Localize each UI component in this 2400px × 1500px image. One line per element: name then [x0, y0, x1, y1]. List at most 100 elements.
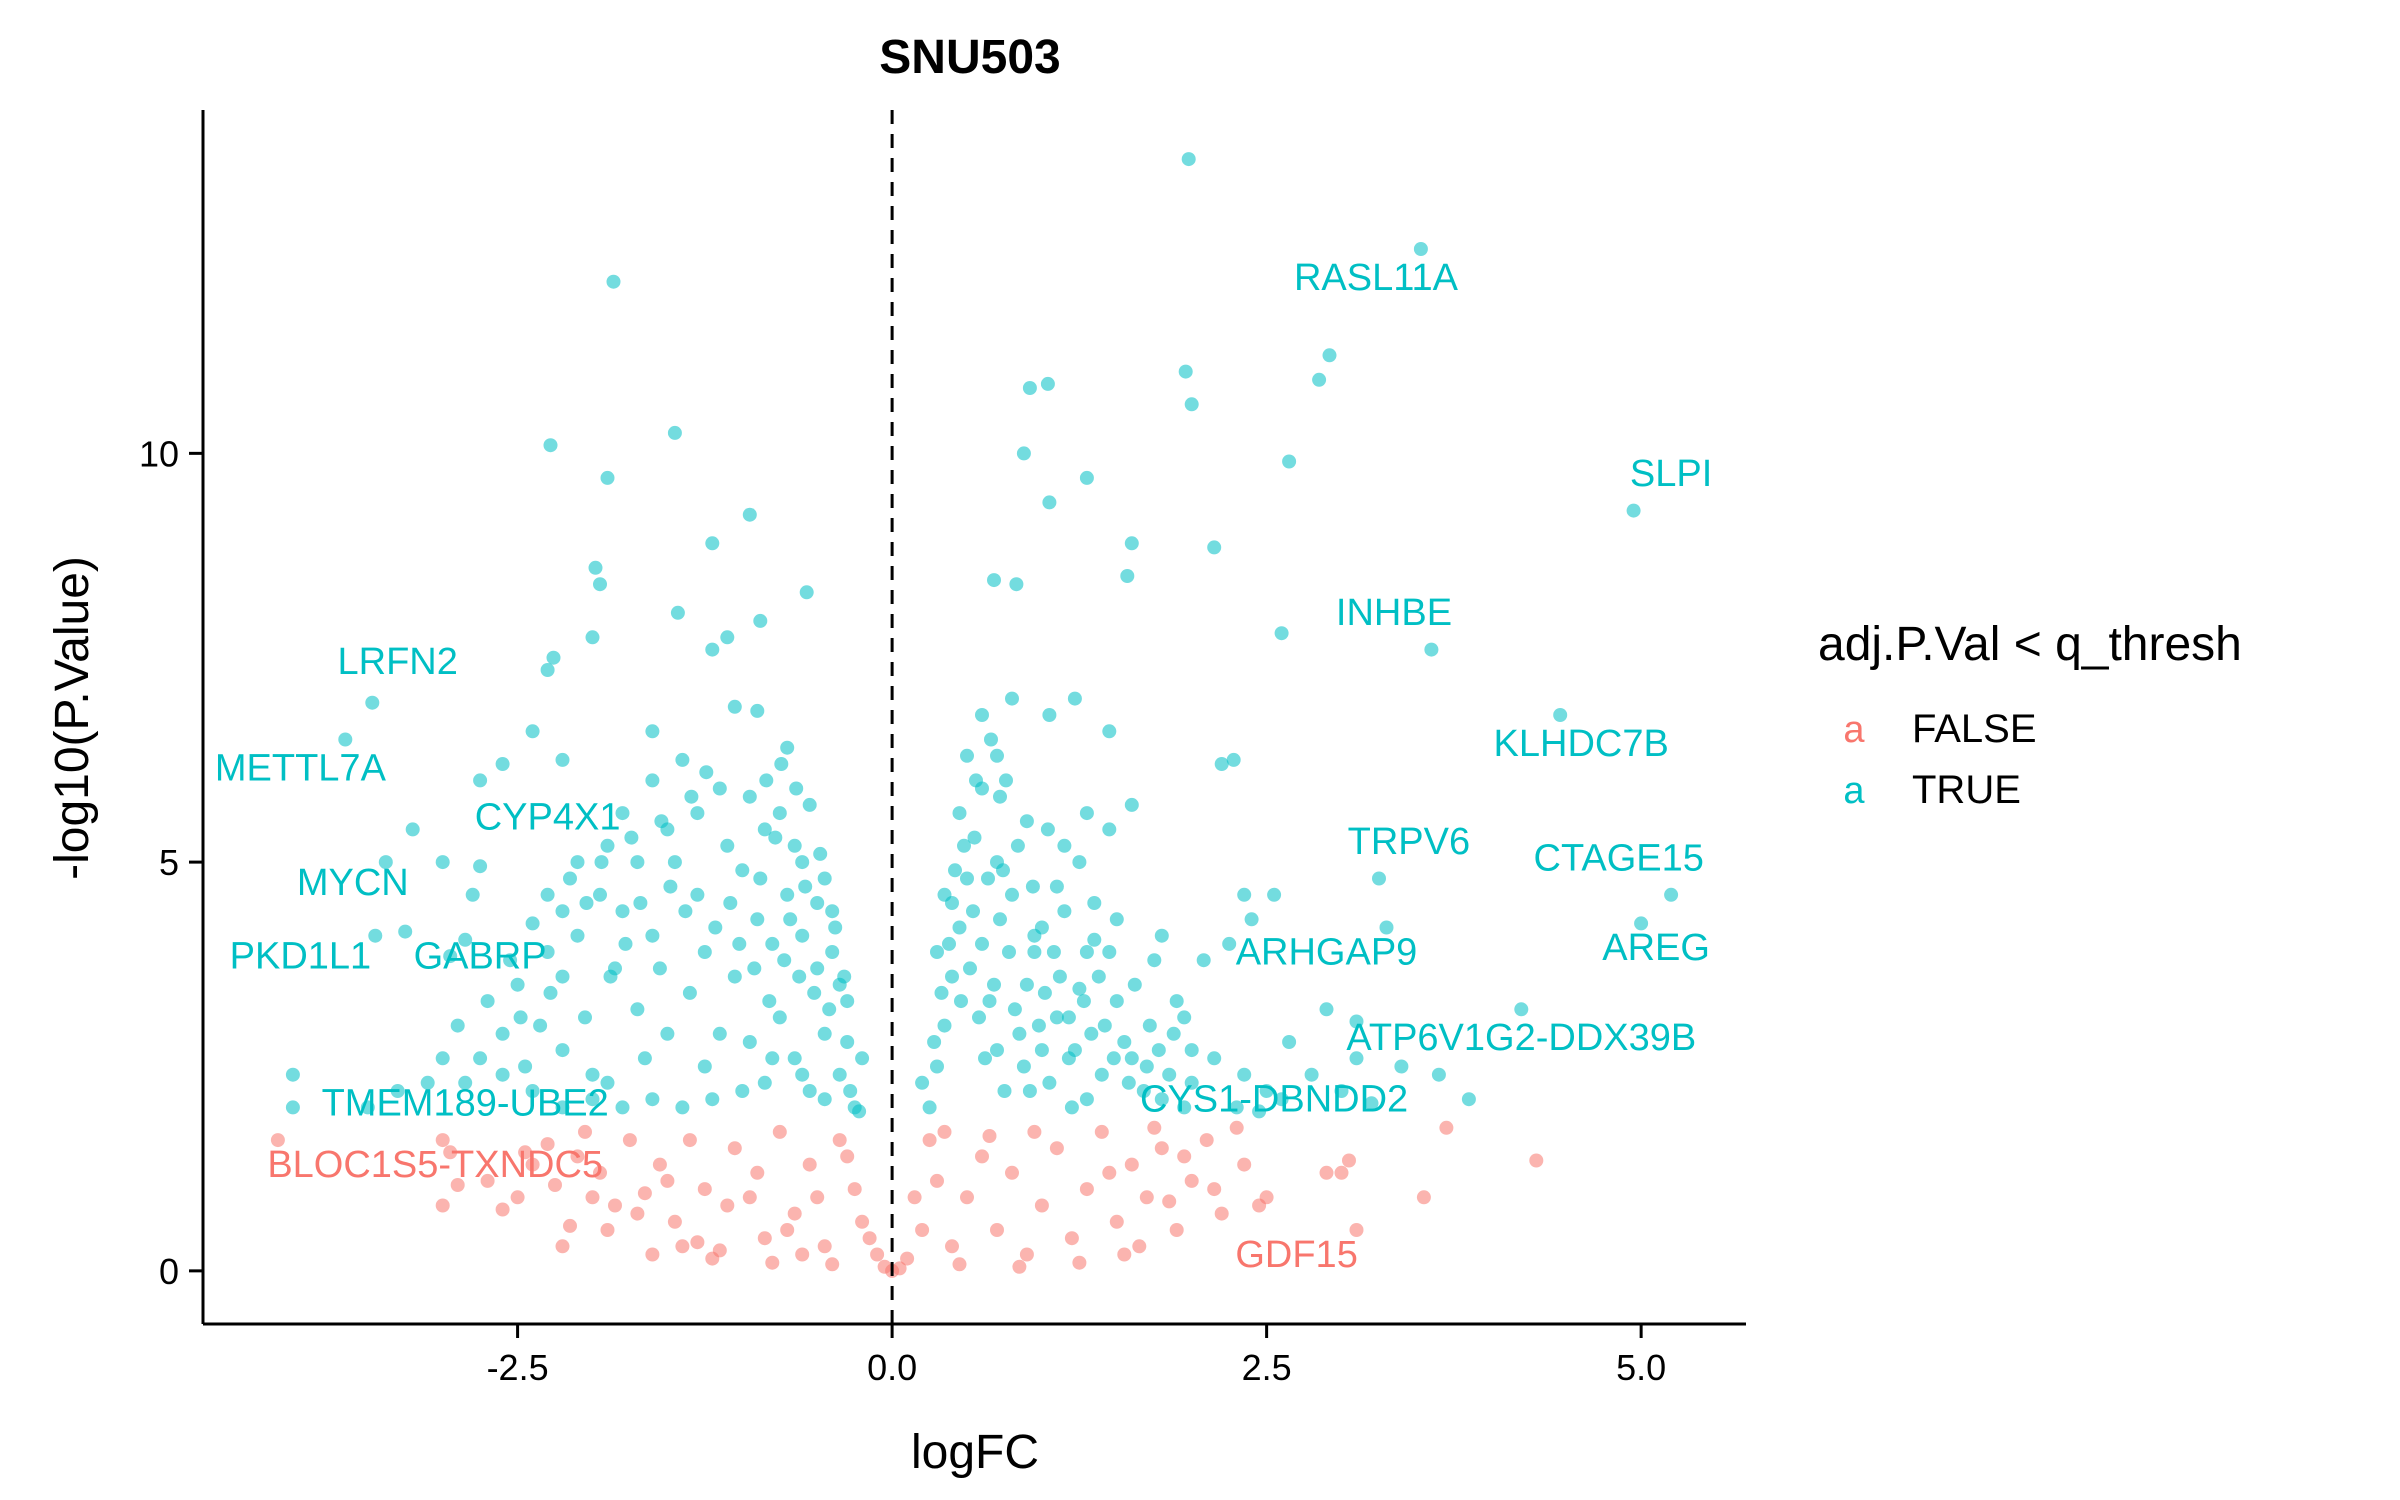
- data-point-true: [458, 932, 473, 947]
- y-axis-title: -log10(P.Value): [46, 556, 99, 880]
- data-point-true: [742, 507, 757, 522]
- data-point-true: [697, 945, 712, 959]
- data-point-false: [435, 1198, 450, 1213]
- data-point-true: [1067, 1043, 1082, 1058]
- data-point-false: [1154, 1141, 1169, 1156]
- data-point-false: [1139, 1190, 1154, 1205]
- data-point-true: [570, 928, 585, 943]
- data-point-false: [645, 1247, 660, 1262]
- data-point-true: [1124, 797, 1139, 812]
- data-point-true: [603, 969, 618, 984]
- data-point-true: [1312, 372, 1327, 387]
- data-point-false: [855, 1214, 870, 1229]
- data-point-false: [1005, 1165, 1019, 1180]
- data-point-true: [1222, 936, 1237, 951]
- data-point-true: [712, 1026, 727, 1041]
- gene-label: ARHGAP9: [1236, 931, 1418, 973]
- gene-label: BLOC1S5-TXNDC5: [267, 1144, 603, 1186]
- data-point-true: [525, 1084, 540, 1098]
- data-point-true: [1349, 1014, 1364, 1029]
- data-point-true: [975, 708, 989, 722]
- data-point-false: [832, 1133, 847, 1148]
- data-point-true: [637, 1051, 652, 1066]
- gene-label: GDF15: [1235, 1234, 1357, 1276]
- data-point-true: [922, 1100, 937, 1115]
- data-point-false: [1349, 1223, 1364, 1237]
- gene-label: GABRP: [414, 935, 547, 977]
- data-point-true: [757, 1075, 772, 1090]
- data-point-true: [807, 985, 822, 1000]
- data-point-false: [630, 1206, 645, 1221]
- data-point-true: [817, 1092, 832, 1107]
- data-point-false: [915, 1223, 930, 1237]
- data-point-false: [975, 1149, 989, 1164]
- data-point-true: [1102, 945, 1117, 959]
- data-point-false: [727, 1141, 742, 1156]
- data-point-true: [1102, 822, 1117, 837]
- data-point-false: [802, 1157, 817, 1172]
- data-point-false: [1079, 1182, 1094, 1197]
- gene-label: CYP4X1: [475, 796, 621, 838]
- data-point-false: [810, 1190, 825, 1205]
- data-point-true: [285, 1067, 300, 1082]
- data-point-true: [747, 961, 762, 976]
- data-point-true: [757, 822, 772, 837]
- y-tick-label: 0: [159, 1251, 179, 1292]
- data-point-true: [593, 577, 607, 592]
- data-point-true: [840, 1035, 855, 1049]
- data-point-false: [720, 1198, 735, 1213]
- data-point-false: [675, 1239, 690, 1254]
- data-point-false: [817, 1239, 832, 1254]
- data-point-true: [837, 969, 852, 984]
- data-point-true: [667, 855, 682, 870]
- data-point-true: [999, 773, 1013, 788]
- data-point-true: [772, 1010, 787, 1025]
- data-point-false: [495, 1202, 510, 1217]
- legend-label-false: FALSE: [1912, 707, 2037, 751]
- data-point-true: [768, 830, 783, 845]
- data-point-true: [1207, 540, 1222, 555]
- data-point-true: [975, 936, 989, 951]
- data-point-true: [972, 1010, 986, 1025]
- data-point-true: [1061, 1010, 1076, 1025]
- legend-title: adj.P.Val < q_thresh: [1818, 618, 2242, 671]
- data-point-true: [817, 871, 832, 886]
- data-point-false: [990, 1223, 1004, 1237]
- data-point-true: [1267, 887, 1282, 902]
- data-point-true: [546, 650, 561, 665]
- data-point-true: [732, 936, 747, 951]
- data-point-true: [1127, 977, 1142, 992]
- data-point-true: [742, 789, 757, 804]
- gene-labels-layer: RASL11A SLPI INHBE LRFN2 KLHDC7B METTL7A CYP4X…: [215, 257, 1712, 1276]
- data-point-true: [993, 912, 1007, 927]
- data-point-false: [1162, 1194, 1177, 1209]
- gene-label: CYS1-DBNDD2: [1140, 1078, 1408, 1120]
- y-axis-ticks: 0 5 10: [139, 433, 203, 1292]
- data-point-false: [982, 1129, 997, 1143]
- x-tick-label: 0.0: [867, 1347, 917, 1388]
- data-point-false: [870, 1247, 885, 1262]
- data-point-false: [1034, 1198, 1049, 1213]
- data-point-true: [1005, 887, 1019, 902]
- data-point-true: [1139, 1059, 1154, 1074]
- x-axis-ticks: -2.5 0.0 2.5 5.0: [487, 1324, 1666, 1388]
- data-point-true: [1226, 752, 1241, 767]
- data-point-true: [678, 904, 693, 919]
- data-point-true: [473, 859, 488, 874]
- data-point-true: [1214, 757, 1229, 771]
- gene-label: LRFN2: [338, 641, 458, 683]
- data-point-true: [930, 1059, 944, 1074]
- data-point-true: [606, 274, 621, 289]
- data-point-true: [543, 985, 558, 1000]
- data-point-true: [1067, 691, 1082, 706]
- data-point-true: [1124, 1051, 1139, 1066]
- data-point-true: [1052, 969, 1067, 984]
- data-point-true: [588, 560, 603, 575]
- data-point-true: [1154, 1092, 1169, 1107]
- data-point-true: [942, 936, 956, 951]
- data-point-true: [765, 1051, 780, 1066]
- data-point-true: [473, 1051, 488, 1066]
- gene-label: MYCN: [297, 862, 409, 904]
- data-point-true: [780, 740, 795, 755]
- data-point-true: [735, 1084, 750, 1098]
